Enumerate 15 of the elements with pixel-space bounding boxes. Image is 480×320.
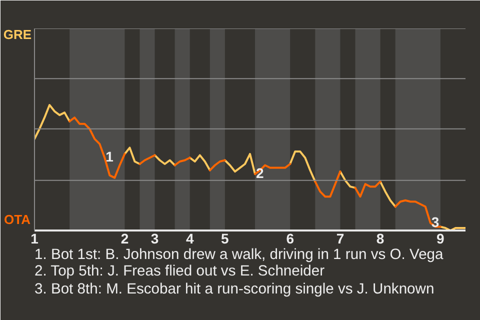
x-tick-label: 5 xyxy=(221,230,230,246)
x-tick-label: 9 xyxy=(436,230,445,246)
x-tick-label: 3 xyxy=(150,230,159,246)
x-tick-label: 4 xyxy=(186,230,194,246)
x-tick-label: 1 xyxy=(30,230,39,246)
x-tick-label: 2 xyxy=(120,230,129,246)
annotation: 1 xyxy=(106,148,114,165)
x-tick-label: 6 xyxy=(286,230,294,246)
x-tick-label: 8 xyxy=(376,230,384,246)
text: 1. Bot 1st: B. Johnson drew a walk, driving in 1 run vs O. Vega xyxy=(34,247,444,263)
text: OTA xyxy=(4,212,32,227)
text: GRE xyxy=(3,27,32,42)
text: 3. Bot 8th: M. Escobar hit a run-scoring single vs J. Unknown xyxy=(34,282,434,298)
text: 2. Top 5th: J. Freas flied out vs E. Schneider xyxy=(34,264,325,280)
x-tick-label: 7 xyxy=(336,230,344,246)
